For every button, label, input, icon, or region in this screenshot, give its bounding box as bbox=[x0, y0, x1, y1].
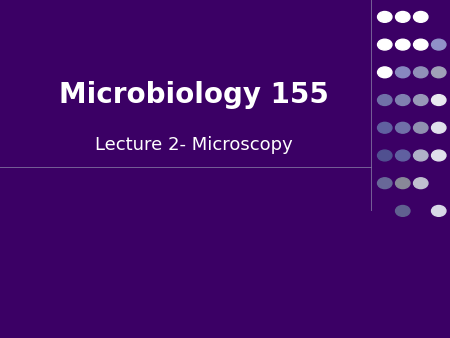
Circle shape bbox=[414, 178, 428, 189]
Circle shape bbox=[414, 67, 428, 78]
Circle shape bbox=[414, 95, 428, 105]
Circle shape bbox=[396, 95, 410, 105]
Circle shape bbox=[432, 95, 446, 105]
Circle shape bbox=[378, 150, 392, 161]
Circle shape bbox=[414, 150, 428, 161]
Circle shape bbox=[378, 122, 392, 133]
Circle shape bbox=[414, 122, 428, 133]
Circle shape bbox=[396, 11, 410, 22]
Circle shape bbox=[432, 150, 446, 161]
Circle shape bbox=[378, 67, 392, 78]
Circle shape bbox=[396, 150, 410, 161]
Circle shape bbox=[378, 11, 392, 22]
Circle shape bbox=[396, 178, 410, 189]
Circle shape bbox=[432, 206, 446, 216]
Circle shape bbox=[378, 178, 392, 189]
Circle shape bbox=[396, 39, 410, 50]
Circle shape bbox=[414, 39, 428, 50]
Circle shape bbox=[432, 67, 446, 78]
Circle shape bbox=[396, 206, 410, 216]
Circle shape bbox=[396, 67, 410, 78]
Circle shape bbox=[414, 11, 428, 22]
Circle shape bbox=[432, 39, 446, 50]
Text: Lecture 2- Microscopy: Lecture 2- Microscopy bbox=[94, 136, 292, 154]
Circle shape bbox=[396, 122, 410, 133]
Circle shape bbox=[378, 39, 392, 50]
Circle shape bbox=[378, 95, 392, 105]
Circle shape bbox=[432, 122, 446, 133]
Text: Microbiology 155: Microbiology 155 bbox=[58, 81, 328, 108]
